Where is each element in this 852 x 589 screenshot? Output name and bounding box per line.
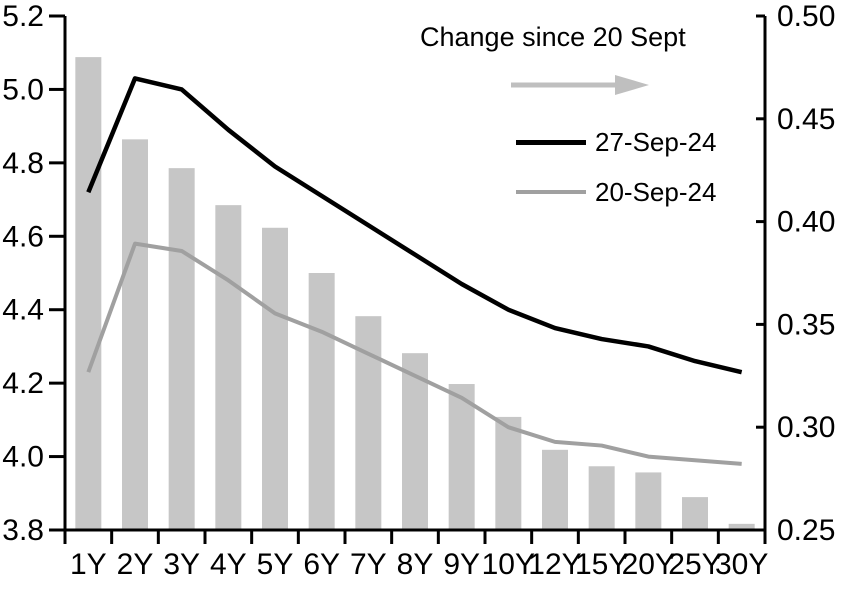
bar-5Y — [262, 227, 288, 530]
right-axis-label-0.50: 0.50 — [777, 0, 835, 33]
x-axis-label-10Y: 10Y — [482, 548, 535, 581]
left-axis-label-4.0: 4.0 — [2, 441, 44, 474]
bar-4Y — [215, 205, 242, 531]
right-axis-label-0.25: 0.25 — [777, 514, 835, 547]
left-axis-label-4.6: 4.6 — [2, 220, 44, 253]
bar-10Y — [495, 416, 522, 530]
line-series-27-Sep-24 — [86, 76, 743, 375]
x-axis-label-6Y: 6Y — [303, 548, 340, 581]
bar-2Y — [122, 139, 148, 531]
left-axis-label-4.8: 4.8 — [2, 147, 44, 180]
x-axis-label-5Y: 5Y — [257, 548, 294, 581]
left-axis-label-3.8: 3.8 — [2, 514, 44, 547]
right-axis-label-0.45: 0.45 — [777, 103, 835, 136]
left-axis-label-4.2: 4.2 — [2, 367, 44, 400]
line-series-20-Sep-24 — [86, 241, 742, 466]
x-axis-label-4Y: 4Y — [210, 548, 247, 581]
bar-20Y — [635, 472, 662, 530]
x-axis-label-12Y: 12Y — [528, 548, 581, 581]
bar-30Y — [728, 523, 755, 530]
x-axis-label-8Y: 8Y — [397, 548, 434, 581]
bar-3Y — [168, 168, 195, 531]
left-axis-label-5.2: 5.2 — [2, 0, 44, 33]
bar-25Y — [682, 497, 708, 530]
x-axis-label-20Y: 20Y — [622, 548, 675, 581]
right-axis-label-0.40: 0.40 — [777, 206, 835, 239]
x-axis-label-1Y: 1Y — [70, 548, 107, 581]
bar-15Y — [588, 466, 615, 530]
bar-9Y — [448, 384, 475, 530]
x-axis-label-7Y: 7Y — [350, 548, 387, 581]
right-axis-label-0.30: 0.30 — [777, 411, 835, 444]
x-axis-label-2Y: 2Y — [117, 548, 154, 581]
bar-8Y — [402, 353, 428, 530]
x-axis-label-9Y: 9Y — [443, 548, 480, 581]
bar-12Y — [542, 449, 568, 530]
x-axis-label-25Y: 25Y — [668, 548, 721, 581]
x-axis-label-3Y: 3Y — [163, 548, 200, 581]
bar-6Y — [308, 273, 335, 530]
left-axis-label-5.0: 5.0 — [2, 73, 44, 106]
left-axis-label-4.4: 4.4 — [2, 294, 44, 327]
x-axis-label-30Y: 30Y — [715, 548, 768, 581]
bar-1Y — [75, 57, 102, 531]
right-axis-label-0.35: 0.35 — [777, 308, 835, 341]
x-axis-label-15Y: 15Y — [575, 548, 628, 581]
